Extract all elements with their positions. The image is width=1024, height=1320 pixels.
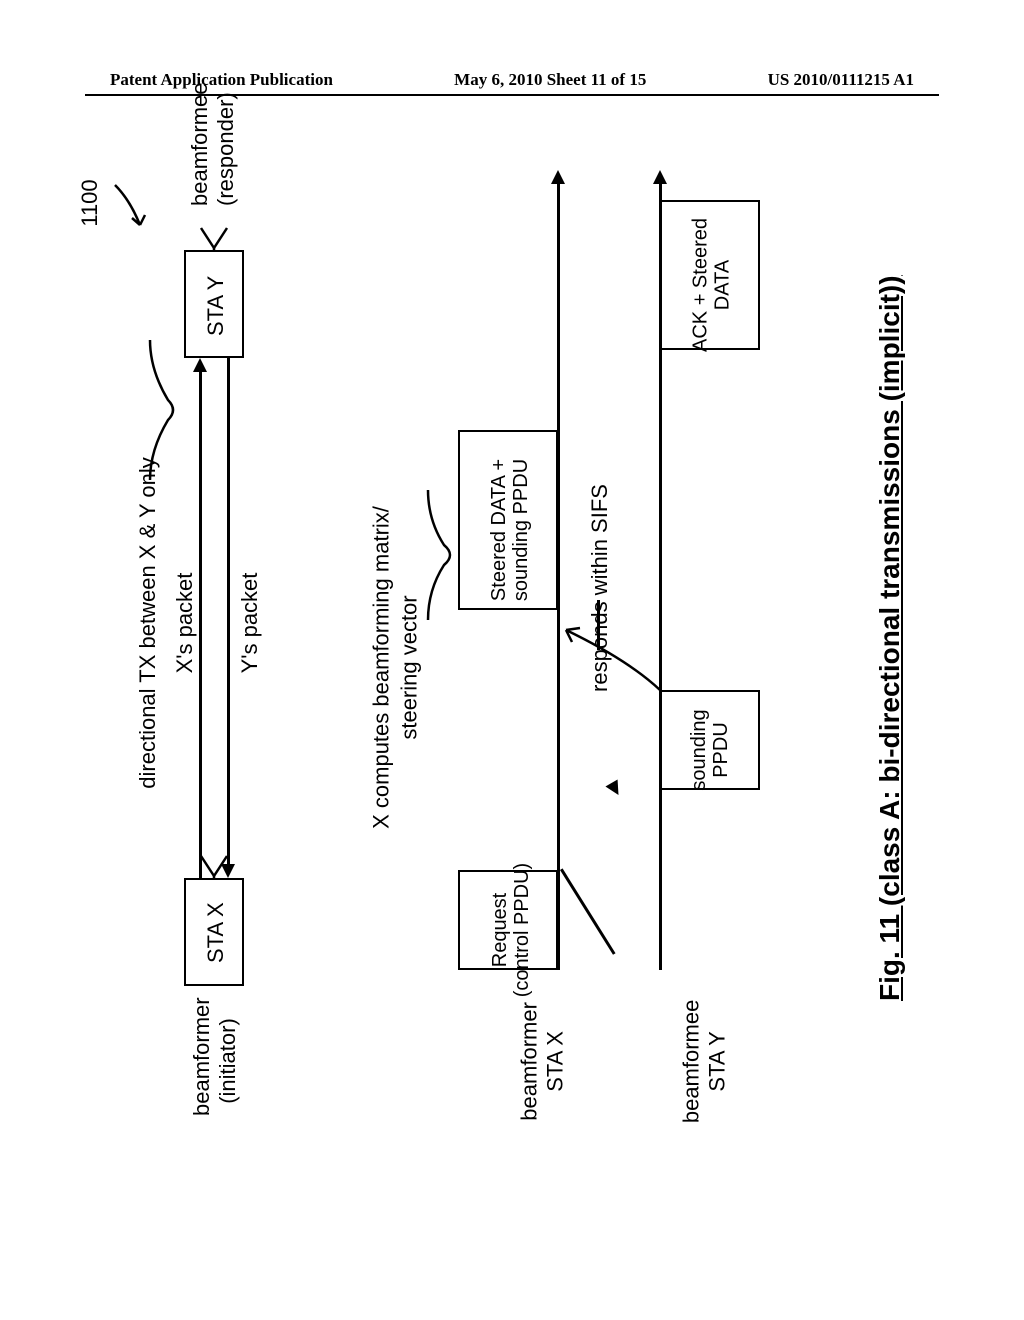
header-center: May 6, 2010 Sheet 11 of 15 bbox=[454, 70, 646, 90]
responds-pointer bbox=[597, 600, 600, 650]
steered-box-text: Steered DATA +sounding PPDU bbox=[488, 440, 532, 620]
lane-x-label: beamformerSTA X bbox=[517, 996, 570, 1126]
x-packet-arrowhead-icon bbox=[193, 358, 207, 372]
arrow-x-to-y bbox=[560, 869, 615, 955]
lane-y-axis-arrow-icon bbox=[653, 170, 667, 184]
header-right: US 2010/0111215 A1 bbox=[768, 70, 914, 90]
page-header: Patent Application Publication May 6, 20… bbox=[0, 70, 1024, 90]
antenna-y-icon bbox=[199, 226, 229, 250]
figure-area: STA X beamformer(initiator) STA Y beamfo… bbox=[100, 160, 924, 1210]
beamformee-role: beamformee(responder) bbox=[187, 96, 239, 206]
lane-x-axis-arrow-icon bbox=[551, 170, 565, 184]
request-box-text: Request(control PPDU) bbox=[489, 855, 533, 1005]
x-packet-arrow bbox=[199, 372, 202, 878]
arrow-x-to-y-head-icon bbox=[605, 779, 624, 798]
x-packet-label: X's packet bbox=[172, 568, 198, 678]
y-packet-arrow bbox=[227, 358, 230, 864]
sounding-box-text: soundingPPDU bbox=[688, 700, 732, 800]
y-packet-label: Y's packet bbox=[237, 568, 263, 678]
sta-y-label: STA Y bbox=[203, 276, 229, 336]
compute-bracket-icon bbox=[426, 490, 460, 620]
ref-arrow-icon bbox=[110, 180, 150, 240]
ref-number: 1100 bbox=[77, 173, 103, 233]
sta-x-label: STA X bbox=[203, 903, 229, 963]
compute-label: X computes beamforming matrix/steering v… bbox=[368, 503, 423, 833]
ack-box-text: ACK + SteeredDATA bbox=[690, 208, 734, 363]
responds-label: responds within SIFS bbox=[587, 478, 613, 698]
directional-tx-label: directional TX between X & Y only bbox=[135, 453, 161, 793]
y-packet-arrowhead-icon bbox=[221, 864, 235, 878]
directional-bracket-icon bbox=[148, 340, 178, 480]
figure-caption: Fig. 11 (class A: bi-directional transmi… bbox=[874, 301, 906, 1001]
header-left: Patent Application Publication bbox=[110, 70, 333, 90]
beamformer-role: beamformer(initiator) bbox=[189, 1006, 241, 1116]
lane-y-label: beamformeeSTA Y bbox=[679, 996, 732, 1126]
